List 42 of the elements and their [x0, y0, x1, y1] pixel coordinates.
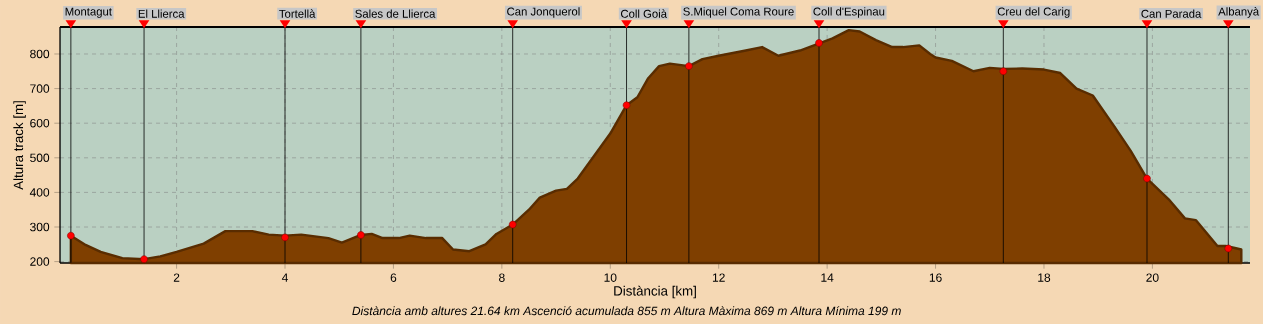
ref-line-label: Sales de Llierca — [355, 9, 436, 18]
x-tick-label: 2 — [173, 273, 180, 282]
x-tick-label: 6 — [390, 273, 397, 282]
ref-line-label: Tortellà — [279, 9, 316, 18]
point — [508, 220, 517, 229]
y-tick-label: 700 — [30, 84, 50, 93]
x-tick-label: 18 — [1038, 273, 1051, 282]
x-tick-label: 4 — [281, 273, 288, 282]
point — [1143, 174, 1151, 183]
point — [999, 67, 1008, 76]
y-tick-label: 200 — [30, 257, 50, 266]
ref-line-label: S.Miquel Coma Roure — [683, 7, 794, 18]
ref-line-label: Creu del Carig — [997, 7, 1070, 18]
x-axis-title: Distància [km] — [614, 285, 696, 299]
y-tick-label: 400 — [29, 188, 50, 197]
y-axis-title: Altura track [m] — [13, 101, 26, 190]
x-tick-label: 8 — [499, 273, 505, 282]
x-tick-label: 14 — [821, 273, 834, 282]
ref-line-label: Coll Goià — [621, 9, 667, 18]
x-tick-label: 10 — [604, 273, 617, 282]
ref-line-label: Can Parada — [1141, 9, 1202, 18]
ref-line-label: El Llierca — [138, 9, 185, 18]
y-tick-label: 600 — [30, 118, 50, 128]
ref-line-label: Can Jonquerol — [507, 7, 580, 18]
y-tick-label: 500 — [30, 153, 50, 163]
point — [357, 231, 365, 239]
point — [281, 233, 289, 242]
ref-line-label: Albanyà — [1218, 7, 1260, 18]
text: Distància amb altures 21.64 km Ascenció acumulada 855 m Altura Màxima 869 m Altura Mínima 199 m — [352, 306, 901, 316]
point — [685, 62, 693, 70]
x-tick-label: 12 — [712, 273, 725, 282]
point — [622, 101, 631, 109]
x-tick-label: 16 — [929, 273, 942, 282]
y-tick-label: 800 — [30, 49, 50, 59]
point — [140, 255, 148, 263]
point — [67, 231, 75, 240]
x-tick-label: 20 — [1146, 273, 1159, 282]
ref-line-label: Coll d'Espinau — [813, 7, 885, 18]
point — [1224, 244, 1233, 253]
y-tick-label: 300 — [30, 222, 50, 232]
point — [815, 39, 823, 47]
ref-line-label: Montagut — [65, 7, 112, 18]
